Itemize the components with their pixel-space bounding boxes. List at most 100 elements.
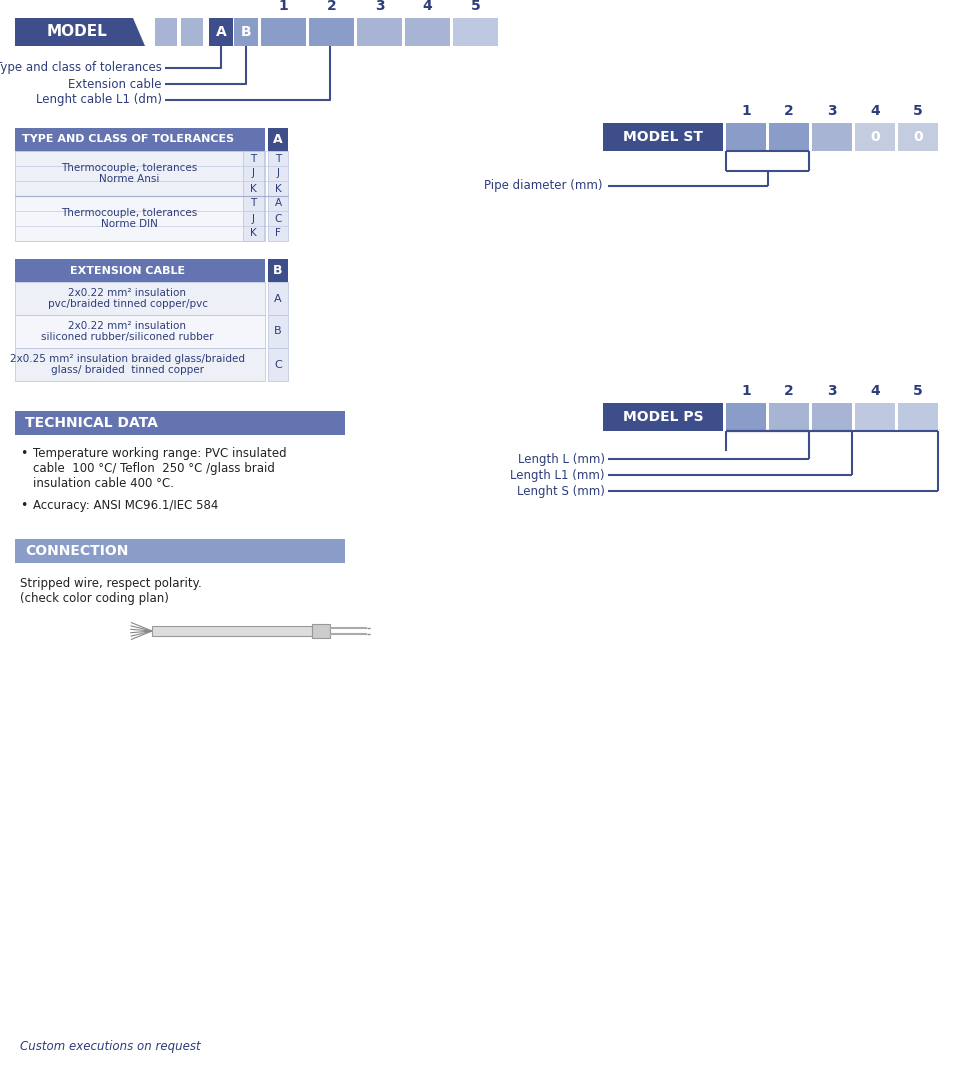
Text: J: J — [252, 169, 255, 179]
Bar — [898, 123, 938, 151]
Text: Thermocouple, tolerances
Norme Ansi: Thermocouple, tolerances Norme Ansi — [61, 162, 197, 184]
Text: 3: 3 — [827, 104, 836, 118]
Text: C: C — [275, 213, 281, 223]
Text: F: F — [275, 229, 281, 238]
Bar — [152, 626, 312, 636]
Text: 0: 0 — [913, 130, 923, 144]
Text: 1: 1 — [741, 384, 751, 397]
Text: 2x0.22 mm² insulation
pvc/braided tinned copper/pvc: 2x0.22 mm² insulation pvc/braided tinned… — [48, 288, 208, 310]
Text: Temperature working range: PVC insulated
cable  100 °C/ Teflon  250 °C /glass br: Temperature working range: PVC insulated… — [33, 447, 287, 490]
Bar — [15, 315, 265, 348]
Bar — [268, 259, 288, 282]
Bar — [15, 348, 265, 381]
Text: A: A — [275, 198, 281, 209]
Text: 4: 4 — [423, 0, 433, 13]
Text: 5: 5 — [913, 104, 923, 118]
Bar — [15, 282, 265, 315]
Bar — [855, 123, 895, 151]
Bar — [405, 18, 450, 45]
Text: Accuracy: ANSI MC96.1/IEC 584: Accuracy: ANSI MC96.1/IEC 584 — [33, 499, 218, 512]
Bar — [181, 18, 203, 45]
Text: TECHNICAL DATA: TECHNICAL DATA — [25, 416, 158, 430]
Text: Extension cable: Extension cable — [69, 78, 162, 91]
Bar — [312, 624, 330, 638]
Bar — [268, 282, 288, 315]
Text: Lenght S (mm): Lenght S (mm) — [517, 484, 605, 497]
Text: CONNECTION: CONNECTION — [25, 544, 128, 558]
Text: A: A — [275, 293, 281, 303]
Bar — [309, 18, 354, 45]
Bar — [268, 128, 288, 151]
Text: 4: 4 — [870, 104, 879, 118]
Bar — [15, 128, 265, 151]
Text: B: B — [274, 264, 282, 277]
Text: MODEL ST: MODEL ST — [623, 130, 703, 144]
Bar — [15, 259, 265, 282]
Text: J: J — [277, 169, 279, 179]
Text: •: • — [20, 447, 28, 460]
Bar — [268, 151, 288, 196]
Bar — [15, 412, 345, 435]
Bar — [15, 151, 265, 196]
Text: Thermocouple, tolerances
Norme DIN: Thermocouple, tolerances Norme DIN — [61, 208, 197, 230]
Bar — [268, 315, 288, 348]
Text: K: K — [250, 229, 256, 238]
Text: 3: 3 — [375, 0, 385, 13]
Bar — [15, 539, 345, 563]
Text: Length L1 (mm): Length L1 (mm) — [510, 469, 605, 482]
Text: T: T — [275, 154, 281, 164]
Text: B: B — [275, 326, 281, 337]
Text: 2x0.25 mm² insulation braided glass/braided
glass/ braided  tinned copper: 2x0.25 mm² insulation braided glass/brai… — [10, 354, 245, 376]
Bar — [209, 18, 233, 45]
Text: T: T — [251, 154, 256, 164]
Bar — [243, 196, 264, 242]
Text: EXTENSION CABLE: EXTENSION CABLE — [71, 265, 186, 275]
Text: 1: 1 — [741, 104, 751, 118]
Text: A: A — [273, 133, 283, 146]
Bar — [268, 348, 288, 381]
Text: 2: 2 — [326, 0, 336, 13]
Text: •: • — [20, 499, 28, 512]
Polygon shape — [15, 18, 145, 45]
Text: 5: 5 — [913, 384, 923, 397]
Text: Custom executions on request: Custom executions on request — [20, 1040, 201, 1053]
Text: Lenght cable L1 (dm): Lenght cable L1 (dm) — [36, 93, 162, 106]
Bar — [726, 123, 766, 151]
Text: 5: 5 — [471, 0, 480, 13]
Bar — [855, 403, 895, 431]
Text: K: K — [275, 183, 281, 194]
Bar — [243, 151, 264, 196]
Text: K: K — [250, 183, 256, 194]
Text: 1: 1 — [278, 0, 288, 13]
Text: 4: 4 — [870, 384, 879, 397]
Text: 2: 2 — [784, 104, 794, 118]
Polygon shape — [345, 539, 373, 563]
Text: T: T — [251, 198, 256, 209]
Text: Pipe diameter (mm): Pipe diameter (mm) — [484, 180, 603, 193]
Text: B: B — [241, 25, 252, 39]
Text: 0: 0 — [870, 130, 879, 144]
Bar — [15, 196, 265, 242]
Polygon shape — [345, 412, 373, 435]
Text: 2x0.22 mm² insulation
siliconed rubber/siliconed rubber: 2x0.22 mm² insulation siliconed rubber/s… — [41, 321, 213, 342]
Bar — [261, 18, 306, 45]
Text: J: J — [252, 213, 255, 223]
Text: MODEL PS: MODEL PS — [623, 410, 703, 425]
Text: C: C — [274, 360, 282, 369]
Bar — [268, 196, 288, 242]
Bar — [603, 403, 723, 431]
Text: TYPE AND CLASS OF TOLERANCES: TYPE AND CLASS OF TOLERANCES — [22, 134, 234, 144]
Text: A: A — [215, 25, 227, 39]
Text: MODEL: MODEL — [47, 25, 107, 39]
Bar — [726, 403, 766, 431]
Bar — [155, 18, 177, 45]
Text: Type and class of tolerances: Type and class of tolerances — [0, 62, 162, 75]
Bar — [234, 18, 258, 45]
Bar — [453, 18, 498, 45]
Bar — [357, 18, 402, 45]
Bar — [812, 403, 852, 431]
Bar — [898, 403, 938, 431]
Bar — [769, 123, 809, 151]
Bar — [769, 403, 809, 431]
Text: Stripped wire, respect polarity.
(check color coding plan): Stripped wire, respect polarity. (check … — [20, 577, 202, 605]
